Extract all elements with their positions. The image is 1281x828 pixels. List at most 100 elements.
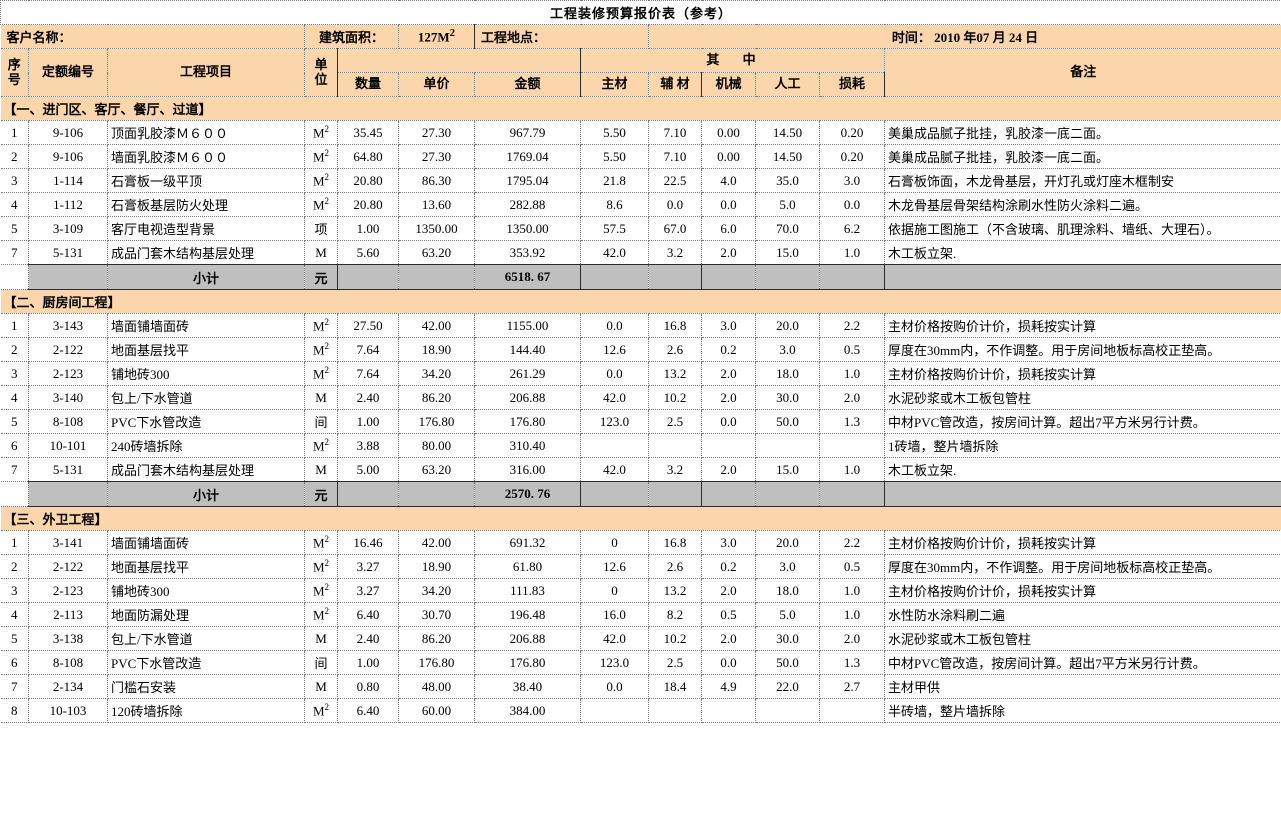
table-row[interactable]: 6 8-108 PVC下水管改造间 1.00 176.80 176.80 123.0 2.5 0… [0,650,1281,675]
cell-remark: 美巢成品腻子批挂，乳胶漆一底二面。 [884,144,1281,169]
table-row[interactable]: 7 5-131 成品门套木结构基层处理 M 5.60 63.20 353.92 42.0 3.2… [0,240,1281,265]
cell-main-material: 42.0 [580,626,649,651]
cell-qty: 1.00 [337,409,399,434]
table-row[interactable]: 2 2-122 地面基层找平 M2 3.27 18.90 61.80 12.6 2.6 0.2 3.… [0,554,1281,579]
cell-code: 9-106 [28,120,108,145]
table-row[interactable]: 5 3-138 包上/下水管道 M 2.40 86.20 206.88 42.0 10.2 2.0… [0,626,1281,651]
cell-loss: 0.5 [819,337,885,362]
table-row[interactable]: 6 10-101 240砖墙拆除 M2 3.88 80.00 310.40 1砖墙，整片墙拆除 [0,433,1281,458]
cell-remark: 主材价格按购价计价，损耗按实计算 [884,578,1281,603]
cell-amount: 261.29 [474,361,581,386]
cell-unit: M2 [304,698,338,723]
cell-unit: M2 [304,313,338,338]
cell-unit: M [304,626,338,651]
section-header-row: 【三、外卫工程】 [0,506,1281,531]
cell-item: 成品门套木结构基层处理 [107,240,305,265]
table-row[interactable]: 4 3-140 包上/下水管道 M 2.40 86.20 206.88 42.0 10.2 2.0… [0,385,1281,410]
cell-machine: 0.0 [701,650,756,675]
cell-loss: 2.0 [819,626,885,651]
table-row[interactable]: 7 2-134 门槛石安装 M 0.80 48.00 38.40 0.0 18.4 4.9 22.0… [0,674,1281,699]
cell-qty: 6.40 [337,602,399,627]
cell-price: 34.20 [398,361,475,386]
cell-seq: 4 [0,192,29,217]
subtotal-remark [884,264,1281,290]
table-row[interactable]: 3 2-123 铺地砖300 M2 3.27 34.20 111.83 0 13.2 2.0 18.… [0,578,1281,603]
table-row[interactable]: 1 3-143 墙面铺墙面砖 M2 27.50 42.00 1155.00 0.0 16.8 3.… [0,313,1281,338]
cell-amount: 1155.00 [474,313,581,338]
cell-main-material: 12.6 [580,554,649,579]
cell-qty: 3.88 [337,433,399,458]
table-row[interactable]: 1 9-106 顶面乳胶漆Ｍ６００ M2 35.45 27.30 967.79 5.50 7.1… [0,120,1281,145]
cell-price: 42.00 [398,530,475,555]
table-row[interactable]: 3 2-123 铺地砖300 M2 7.64 34.20 261.29 0.0 13.2 2.0 1… [0,361,1281,386]
table-row[interactable]: 7 5-131 成品门套木结构基层处理 M 5.00 63.20 316.00 42.0 3.2… [0,457,1281,482]
table-row[interactable]: 8 10-103 120砖墙拆除 M2 6.40 60.00 384.00 半砖墙，整片墙拆除 [0,698,1281,723]
cell-unit: 项 [304,216,338,241]
cell-seq: 6 [0,433,29,458]
cell-seq: 3 [0,361,29,386]
cell-qty: 2.40 [337,626,399,651]
cell-code: 3-141 [28,530,108,555]
cell-price: 34.20 [398,578,475,603]
cell-seq: 5 [0,216,29,241]
cell-remark: 美巢成品腻子批挂，乳胶漆一底二面。 [884,120,1281,145]
project-date: 时间： 2010 年07 月 24 日 [648,24,1281,49]
cell-unit: M2 [304,192,338,217]
cell-code: 3-143 [28,313,108,338]
cell-seq: 4 [0,385,29,410]
cell-loss: 1.3 [819,409,885,434]
subtotal-loss [819,264,885,290]
cell-amount: 282.88 [474,192,581,217]
subtotal-qty [337,264,399,290]
col-header-machine: 机械 [701,72,756,97]
cell-qty: 16.46 [337,530,399,555]
cell-amount: 176.80 [474,650,581,675]
cell-labor: 3.0 [755,337,820,362]
cell-remark: 水泥砂浆或木工板包管柱 [884,626,1281,651]
cell-labor: 18.0 [755,361,820,386]
cell-labor: 22.0 [755,674,820,699]
cell-machine: 2.0 [701,385,756,410]
table-row[interactable]: 3 1-114 石膏板一级平顶 M2 20.80 86.30 1795.04 21.8 22.5… [0,168,1281,193]
cell-labor: 50.0 [755,650,820,675]
cell-code: 2-113 [28,602,108,627]
cell-machine: 6.0 [701,216,756,241]
table-row[interactable]: 2 9-106 墙面乳胶漆Ｍ６００ M2 64.80 27.30 1769.04 5.50 7.… [0,144,1281,169]
col-header-loss: 损耗 [819,72,885,97]
table-row[interactable]: 5 8-108 PVC下水管改造间 1.00 176.80 176.80 123.0 2.5 0… [0,409,1281,434]
cell-remark: 水性防水涂料刷二遍 [884,602,1281,627]
cell-loss: 0.20 [819,120,885,145]
cell-loss: 0.0 [819,192,885,217]
cell-amount: 310.40 [474,433,581,458]
cell-aux-material [648,698,702,723]
table-row[interactable]: 4 1-112 石膏板基层防火处理 M2 20.80 13.60 282.88 8.6 0.0 0… [0,192,1281,217]
cell-unit: 间 [304,650,338,675]
cell-unit: M2 [304,120,338,145]
cell-price: 86.20 [398,385,475,410]
cell-loss: 6.2 [819,216,885,241]
table-row[interactable]: 1 3-141 墙面铺墙面砖 M2 16.46 42.00 691.32 0 16.8 3.0 20… [0,530,1281,555]
cell-labor: 70.0 [755,216,820,241]
cell-item: 顶面乳胶漆Ｍ６００ [107,120,305,145]
cell-aux-material: 10.2 [648,626,702,651]
table-row[interactable]: 4 2-113 地面防漏处理 M2 6.40 30.70 196.48 16.0 8.2 0.5 5… [0,602,1281,627]
cell-labor: 30.0 [755,626,820,651]
subtotal-machine [701,264,756,290]
cell-amount: 691.32 [474,530,581,555]
cell-unit: M2 [304,144,338,169]
cell-main-material: 0.0 [580,361,649,386]
cell-main-material: 57.5 [580,216,649,241]
subtotal-unit: 元 [304,264,338,290]
cell-item: PVC下水管改造 [107,650,305,675]
subtotal-label: 小计 [107,264,305,290]
table-row[interactable]: 2 2-122 地面基层找平 M2 7.64 18.90 144.40 12.6 2.6 0.2 3… [0,337,1281,362]
cell-aux-material: 2.5 [648,409,702,434]
table-row[interactable]: 5 3-109 客厅电视造型背景项 1.00 1350.00 1350.00 57.5 67.… [0,216,1281,241]
subtotal-row: 小计元 6518. 67 [0,264,1281,290]
section-header-row: 【二、厨房间工程】 [0,289,1281,314]
cell-labor: 14.50 [755,120,820,145]
cell-qty: 20.80 [337,168,399,193]
cell-remark: 半砖墙，整片墙拆除 [884,698,1281,723]
cell-aux-material: 16.8 [648,313,702,338]
cell-amount: 1769.04 [474,144,581,169]
